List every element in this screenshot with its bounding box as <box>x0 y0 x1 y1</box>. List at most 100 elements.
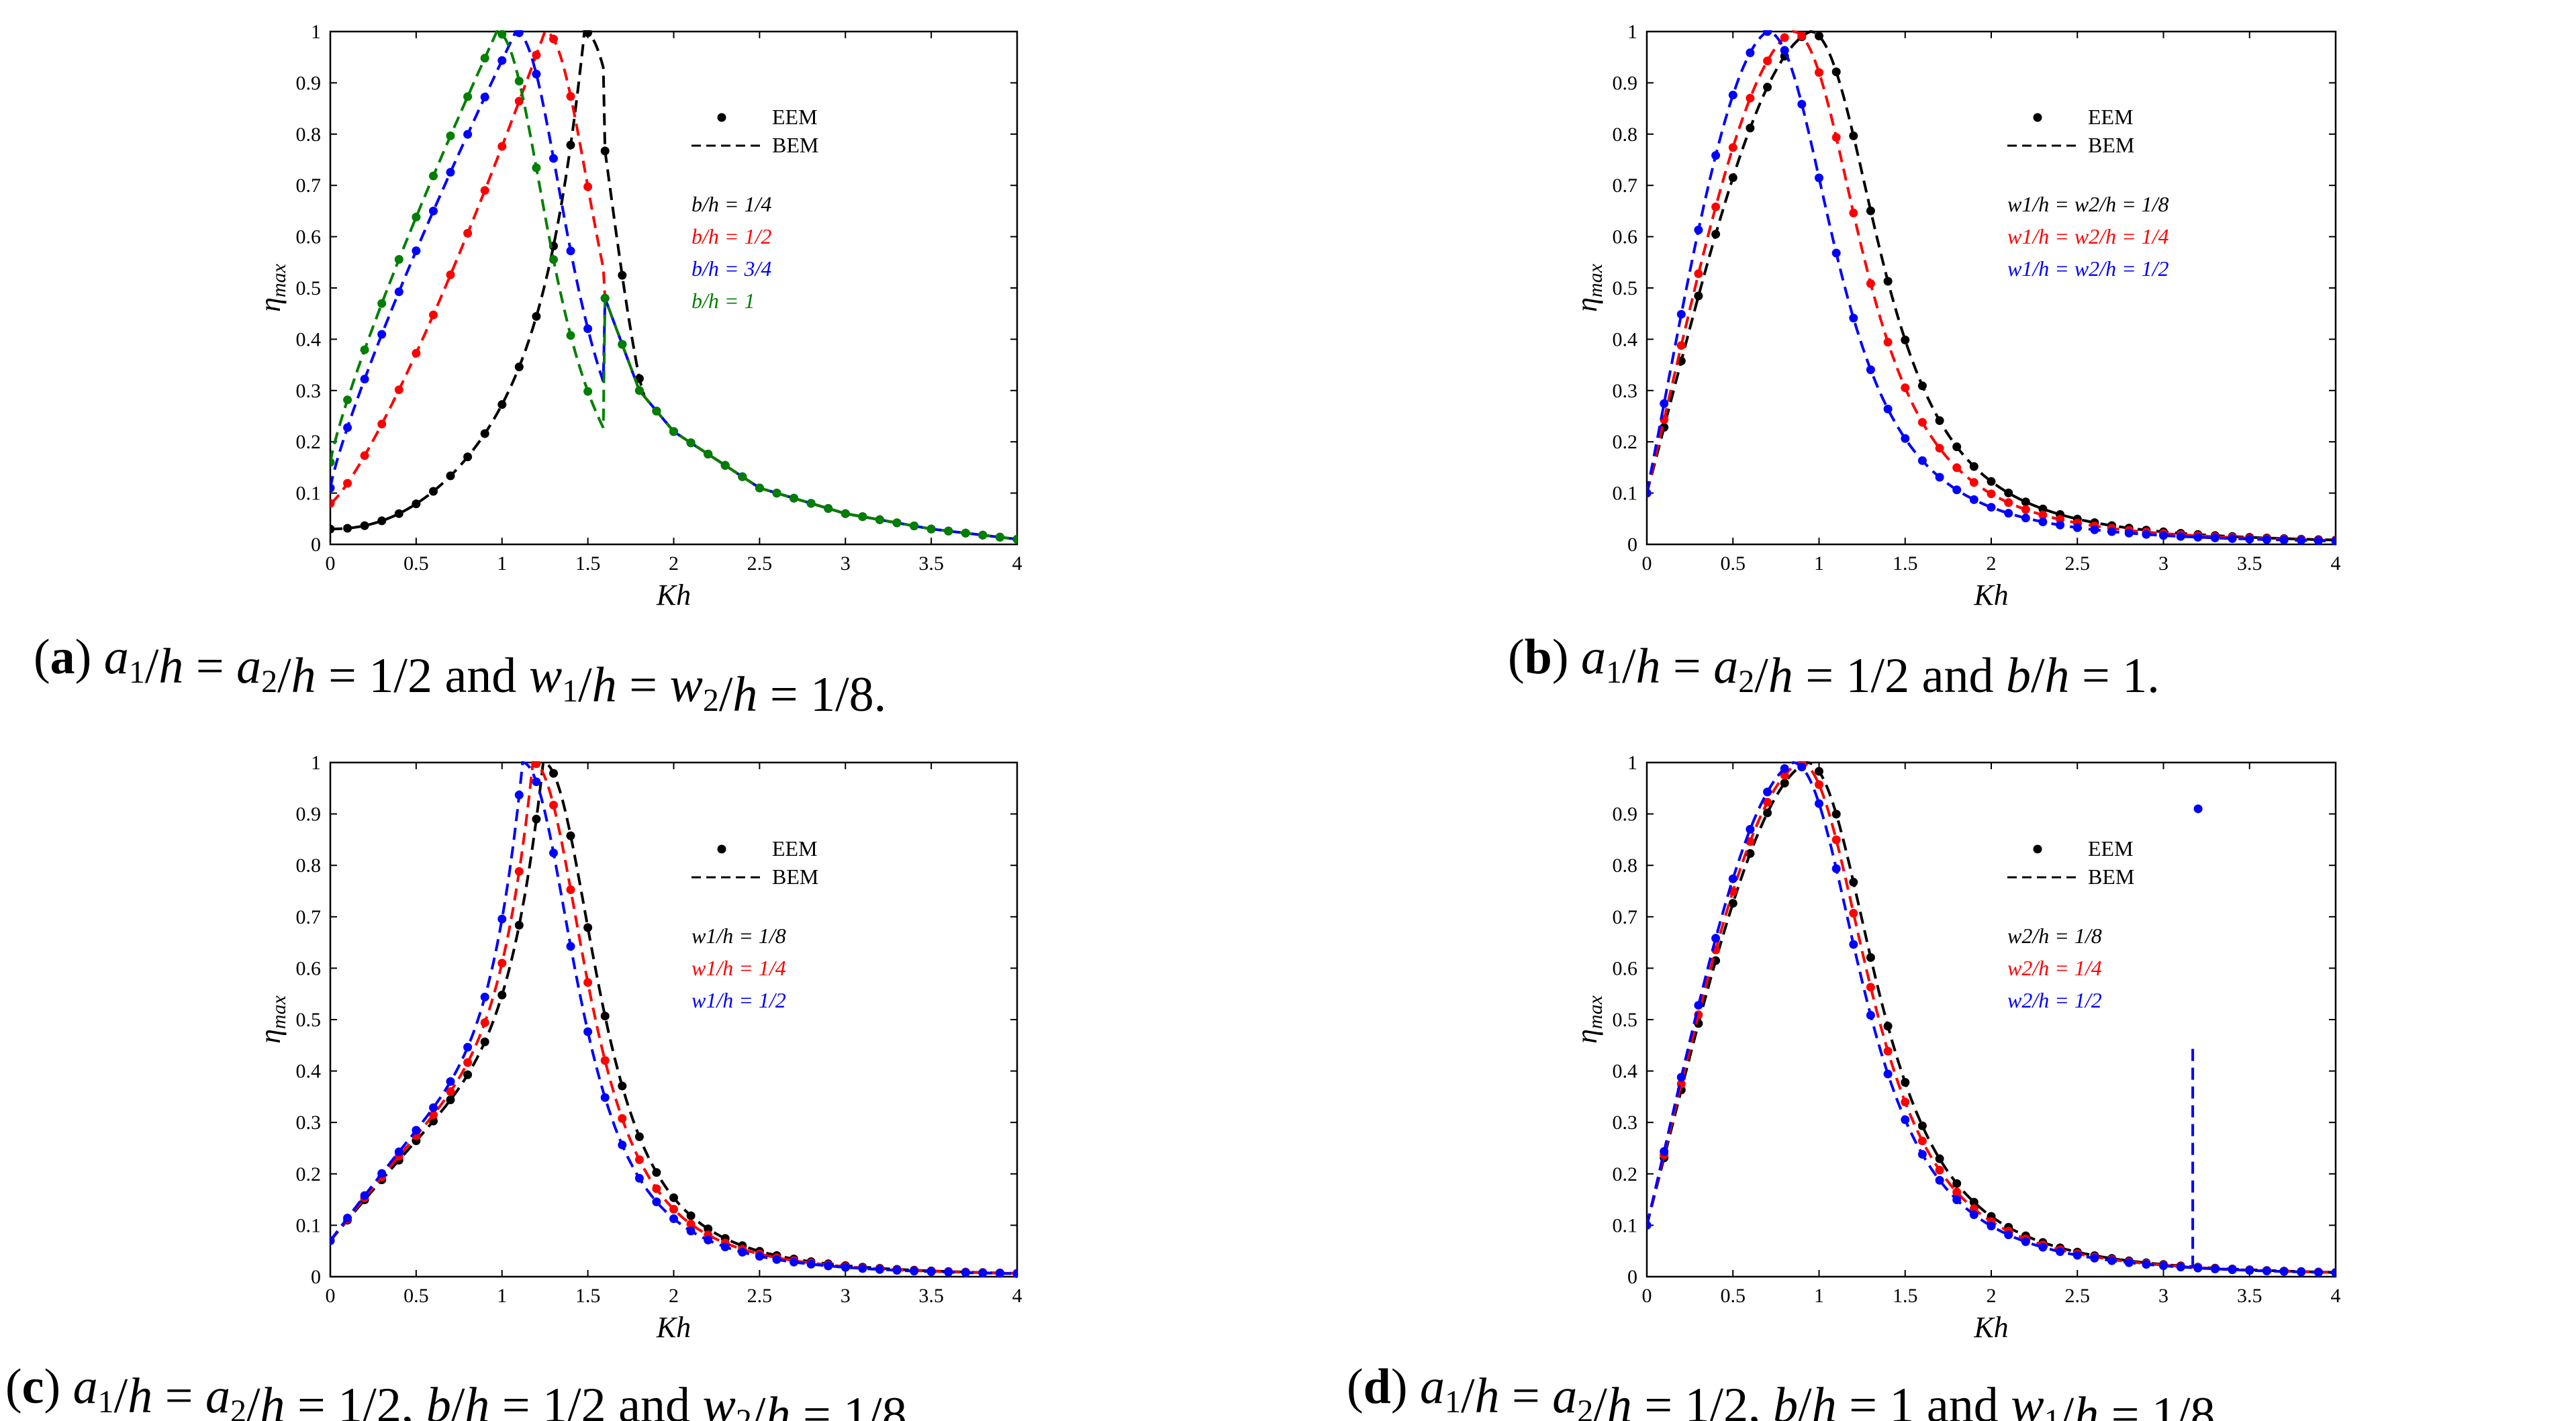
eem-point-1 <box>583 923 593 932</box>
eem-point-3 <box>566 942 575 951</box>
eem-point-1 <box>1728 173 1737 183</box>
x-tick-label: 0.5 <box>403 1285 429 1307</box>
eem-point-3 <box>514 790 524 799</box>
eem-point-3 <box>2331 536 2336 546</box>
eem-point-3 <box>2262 535 2271 544</box>
eem-point-3 <box>1012 1269 1017 1278</box>
x-tick-label: 3 <box>2158 1285 2168 1307</box>
eem-point-2 <box>429 1110 438 1120</box>
eem-point-1 <box>394 509 403 518</box>
eem-point-4 <box>755 483 764 493</box>
eem-point-3 <box>377 1169 387 1178</box>
eem-point-1 <box>514 920 524 930</box>
eem-point-4 <box>330 458 335 467</box>
eem-point-2 <box>1694 269 1703 279</box>
eem-point-2 <box>480 186 489 195</box>
eem-point-1 <box>463 452 473 462</box>
eem-point-1 <box>1711 230 1721 239</box>
eem-point-3 <box>1711 934 1721 943</box>
eem-point-3 <box>1987 503 1996 512</box>
eem-point-3 <box>1694 1001 1703 1010</box>
eem-point-4 <box>806 499 816 508</box>
eem-point-1 <box>1987 477 1996 486</box>
eem-point-3 <box>1780 764 1789 773</box>
eem-point-2 <box>1883 338 1893 347</box>
eem-point-4 <box>961 528 970 538</box>
eem-point-1 <box>2021 497 2030 507</box>
eem-point-1 <box>583 30 593 38</box>
eem-point-1 <box>1763 83 1772 92</box>
legend-entry-2: w1/h = w2/h = 1/4 <box>2007 224 2169 248</box>
eem-point-3 <box>652 1197 661 1206</box>
eem-point-2 <box>1866 983 1875 992</box>
eem-point-2 <box>566 885 575 894</box>
eem-point-3 <box>1676 309 1686 319</box>
caption-a: (a) a1/h = a2/h = 1/2 and w1/h = w2/h = … <box>34 630 886 722</box>
eem-point-3 <box>1849 940 1858 949</box>
eem-point-2 <box>429 310 438 320</box>
y-tick-label: 0.5 <box>1613 1009 1638 1031</box>
x-tick-label: 2 <box>1987 1285 1997 1307</box>
eem-point-3 <box>790 1257 798 1267</box>
eem-point-2 <box>1831 835 1841 844</box>
y-tick-label: 1 <box>311 752 321 774</box>
eem-point-3 <box>549 848 558 858</box>
legend-eem-label: EEM <box>2088 105 2134 129</box>
eem-point-3 <box>995 1269 1004 1278</box>
eem-spike-point <box>2193 804 2203 814</box>
bem-line-1 <box>1647 761 2336 1274</box>
eem-point-1 <box>2004 488 2013 497</box>
eem-point-1 <box>1831 810 1841 819</box>
eem-point-1 <box>686 1211 696 1220</box>
eem-point-2 <box>1969 478 1978 487</box>
legend-entry-3: b/h = 3/4 <box>691 256 771 281</box>
eem-point-1 <box>1746 849 1755 858</box>
eem-point-3 <box>2331 1268 2336 1277</box>
eem-point-3 <box>2090 525 2099 534</box>
eem-point-2 <box>343 479 352 488</box>
eem-point-2 <box>1763 797 1772 807</box>
x-tick-label: 4 <box>1012 1285 1022 1307</box>
legend-entry-3: w2/h = 1/2 <box>2007 988 2102 1012</box>
x-tick-label: 3.5 <box>2237 552 2262 575</box>
eem-point-1 <box>429 487 438 496</box>
eem-point-3 <box>2245 1266 2254 1275</box>
eem-point-1 <box>1917 1121 1927 1130</box>
eem-point-1 <box>704 1224 713 1234</box>
eem-point-4 <box>377 299 387 308</box>
eem-point-3 <box>1647 489 1652 498</box>
eem-point-3 <box>1969 495 1978 504</box>
legend-eem-label: EEM <box>772 105 818 129</box>
eem-point-3 <box>2004 1230 2013 1240</box>
eem-point-2 <box>1728 143 1737 152</box>
bem-line-3 <box>1647 30 2336 542</box>
eem-point-3 <box>2004 509 2013 518</box>
eem-point-3 <box>755 1252 764 1261</box>
eem-point-1 <box>514 362 524 372</box>
eem-point-1 <box>497 400 507 409</box>
eem-point-3 <box>2142 530 2151 539</box>
y-tick-label: 0.7 <box>1613 175 1638 197</box>
eem-point-3 <box>2176 532 2185 541</box>
eem-point-3 <box>497 914 507 924</box>
eem-point-1 <box>1763 808 1772 818</box>
eem-point-4 <box>566 331 575 340</box>
eem-point-1 <box>1901 1078 1910 1087</box>
eem-point-3 <box>1660 399 1669 408</box>
eem-point-2 <box>1866 279 1875 288</box>
eem-point-2 <box>1987 489 1996 499</box>
y-tick-label: 0.4 <box>296 328 322 350</box>
eem-point-1 <box>446 471 455 481</box>
eem-point-2 <box>583 978 593 987</box>
eem-point-2 <box>1831 133 1841 142</box>
eem-point-2 <box>330 499 335 508</box>
eem-point-1 <box>1815 32 1823 41</box>
eem-point-3 <box>841 1263 850 1272</box>
eem-point-1 <box>1780 779 1789 788</box>
x-tick-label: 1 <box>1814 1285 1824 1307</box>
eem-point-3 <box>2038 1242 2048 1252</box>
eem-point-3 <box>446 1077 455 1086</box>
legend: EEM BEM w1/h = w2/h = 1/8 w1/h = w2/h = 1/4… <box>2007 105 2169 281</box>
eem-point-3 <box>1987 1222 1996 1230</box>
